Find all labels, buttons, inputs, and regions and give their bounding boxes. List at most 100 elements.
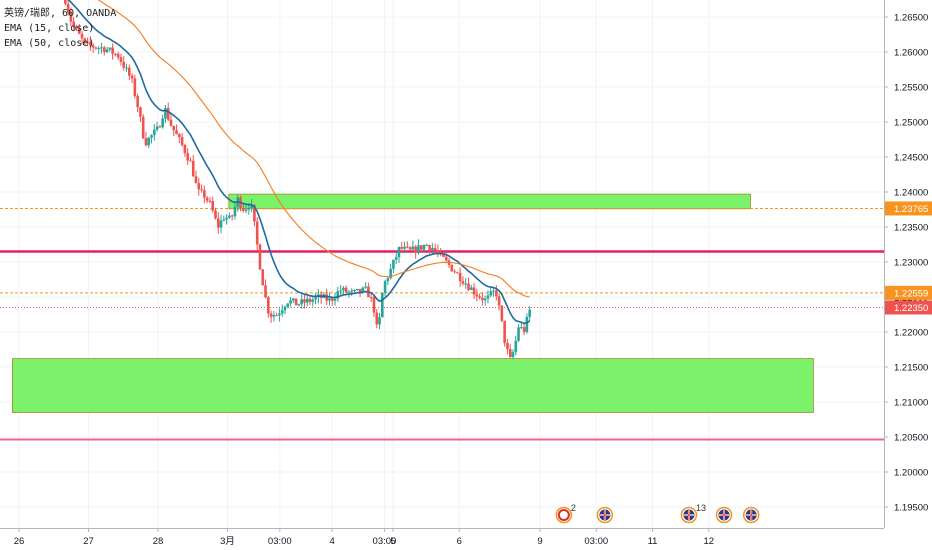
event-markers: 2 13 (555, 503, 760, 524)
time-tick-label: 28 (153, 536, 164, 547)
price-tick-label: 1.21500 (894, 363, 928, 374)
price-tick-label: 1.24000 (894, 188, 928, 199)
candle-body (191, 160, 195, 177)
candle-body (500, 305, 504, 321)
candle-body (69, 12, 73, 22)
price-tick-label: 1.26500 (894, 13, 928, 24)
candle-body (230, 215, 234, 217)
candle-body (294, 298, 298, 306)
candle-body (105, 49, 109, 53)
uk-flag-icon[interactable] (596, 506, 614, 524)
candle-body (417, 245, 420, 253)
candle-body (241, 207, 245, 211)
candle-body (403, 246, 406, 249)
candle-body (280, 310, 284, 314)
support-resistance-zone[interactable] (228, 193, 751, 210)
candle-body (247, 208, 251, 210)
candle-body (133, 78, 137, 97)
price-tick-label: 1.25000 (894, 118, 928, 129)
candle-body (250, 204, 253, 209)
calendar-icon[interactable] (555, 506, 573, 524)
candle-body (411, 246, 415, 250)
candle-body (311, 299, 315, 302)
price-axis[interactable]: 1.26500 1.26000 1.25500 1.25000 1.24500 1.240… (884, 0, 932, 550)
grid (0, 0, 884, 528)
candle-body (244, 209, 248, 211)
time-tick-label: 11 (648, 536, 658, 547)
candle-body (378, 317, 381, 325)
ema15-legend[interactable]: EMA (15, close) (4, 23, 95, 34)
time-axis[interactable]: 26 27 28 3月 03:00 4 03:005 6 9 03:00 11 12 (0, 528, 884, 550)
candle-body (347, 291, 351, 293)
candle-body (228, 215, 231, 218)
candle-body (214, 210, 217, 219)
candle-body (89, 41, 92, 46)
candle-body (75, 26, 78, 29)
candle-body (375, 312, 379, 325)
uk-flag-icon[interactable] (680, 506, 698, 524)
ema50-legend[interactable]: EMA (50, close) (4, 38, 95, 49)
candle-body (72, 21, 75, 27)
candle-body (344, 287, 348, 293)
price-label-box[interactable] (885, 285, 932, 300)
candle-body (111, 47, 114, 54)
candle-body (261, 269, 265, 286)
price-label-box[interactable] (885, 201, 932, 216)
calendar-mark (557, 509, 570, 521)
price-tick-label: 1.23500 (894, 223, 928, 234)
price-label-text: 1.22350 (894, 303, 928, 314)
candle-body (255, 221, 259, 245)
candle-body (330, 298, 334, 301)
candle-body (328, 298, 331, 301)
candle-body (86, 41, 89, 43)
uk-flag-icon[interactable] (715, 506, 733, 524)
price-label-text: 1.23765 (894, 204, 928, 215)
time-tick-label: 6 (457, 536, 462, 547)
candle-body (286, 303, 290, 307)
time-tick-label: 3月 (220, 536, 235, 547)
price-tick-label: 1.20000 (894, 468, 928, 479)
candle-body (422, 245, 426, 250)
candle-body (308, 298, 312, 302)
ema50-line[interactable] (65, 0, 530, 298)
candle-body (406, 246, 409, 248)
ema15-line[interactable] (65, 0, 531, 325)
candle-body (166, 108, 170, 120)
uk-flag-icon[interactable] (742, 506, 760, 524)
candle-body (486, 295, 490, 299)
price-tick-label: 1.19500 (894, 503, 928, 514)
candle-body (139, 107, 142, 117)
time-tick-label: 9 (537, 536, 542, 547)
candle-body (358, 288, 362, 293)
candle-body (528, 309, 531, 317)
support-resistance-zone[interactable] (11, 358, 814, 413)
candle-body (508, 348, 512, 357)
candle-body (431, 248, 434, 251)
candle-body (369, 297, 373, 299)
candle-body (333, 298, 337, 301)
candle-body (469, 287, 473, 290)
candle-body (386, 278, 390, 282)
candle-body (194, 176, 198, 184)
candle-body (183, 145, 187, 154)
candle-body (464, 283, 468, 285)
candle-body (283, 306, 287, 311)
candle-body (205, 197, 209, 201)
candle-body (289, 300, 292, 304)
candle-body (292, 298, 295, 301)
candle-body (342, 287, 345, 291)
candle-body (175, 130, 178, 135)
candle-body (186, 153, 189, 161)
price-label-box[interactable] (885, 300, 932, 315)
candle-body (172, 125, 176, 131)
candle-body (453, 271, 456, 273)
price-axis-bg (884, 0, 932, 550)
candle-body (114, 53, 117, 55)
candle-body (216, 218, 220, 228)
candle-body (350, 290, 354, 292)
price-tick-label: 1.22000 (894, 328, 928, 339)
candle-body (514, 340, 518, 353)
candle-body (517, 327, 520, 341)
candle-body (108, 47, 112, 50)
